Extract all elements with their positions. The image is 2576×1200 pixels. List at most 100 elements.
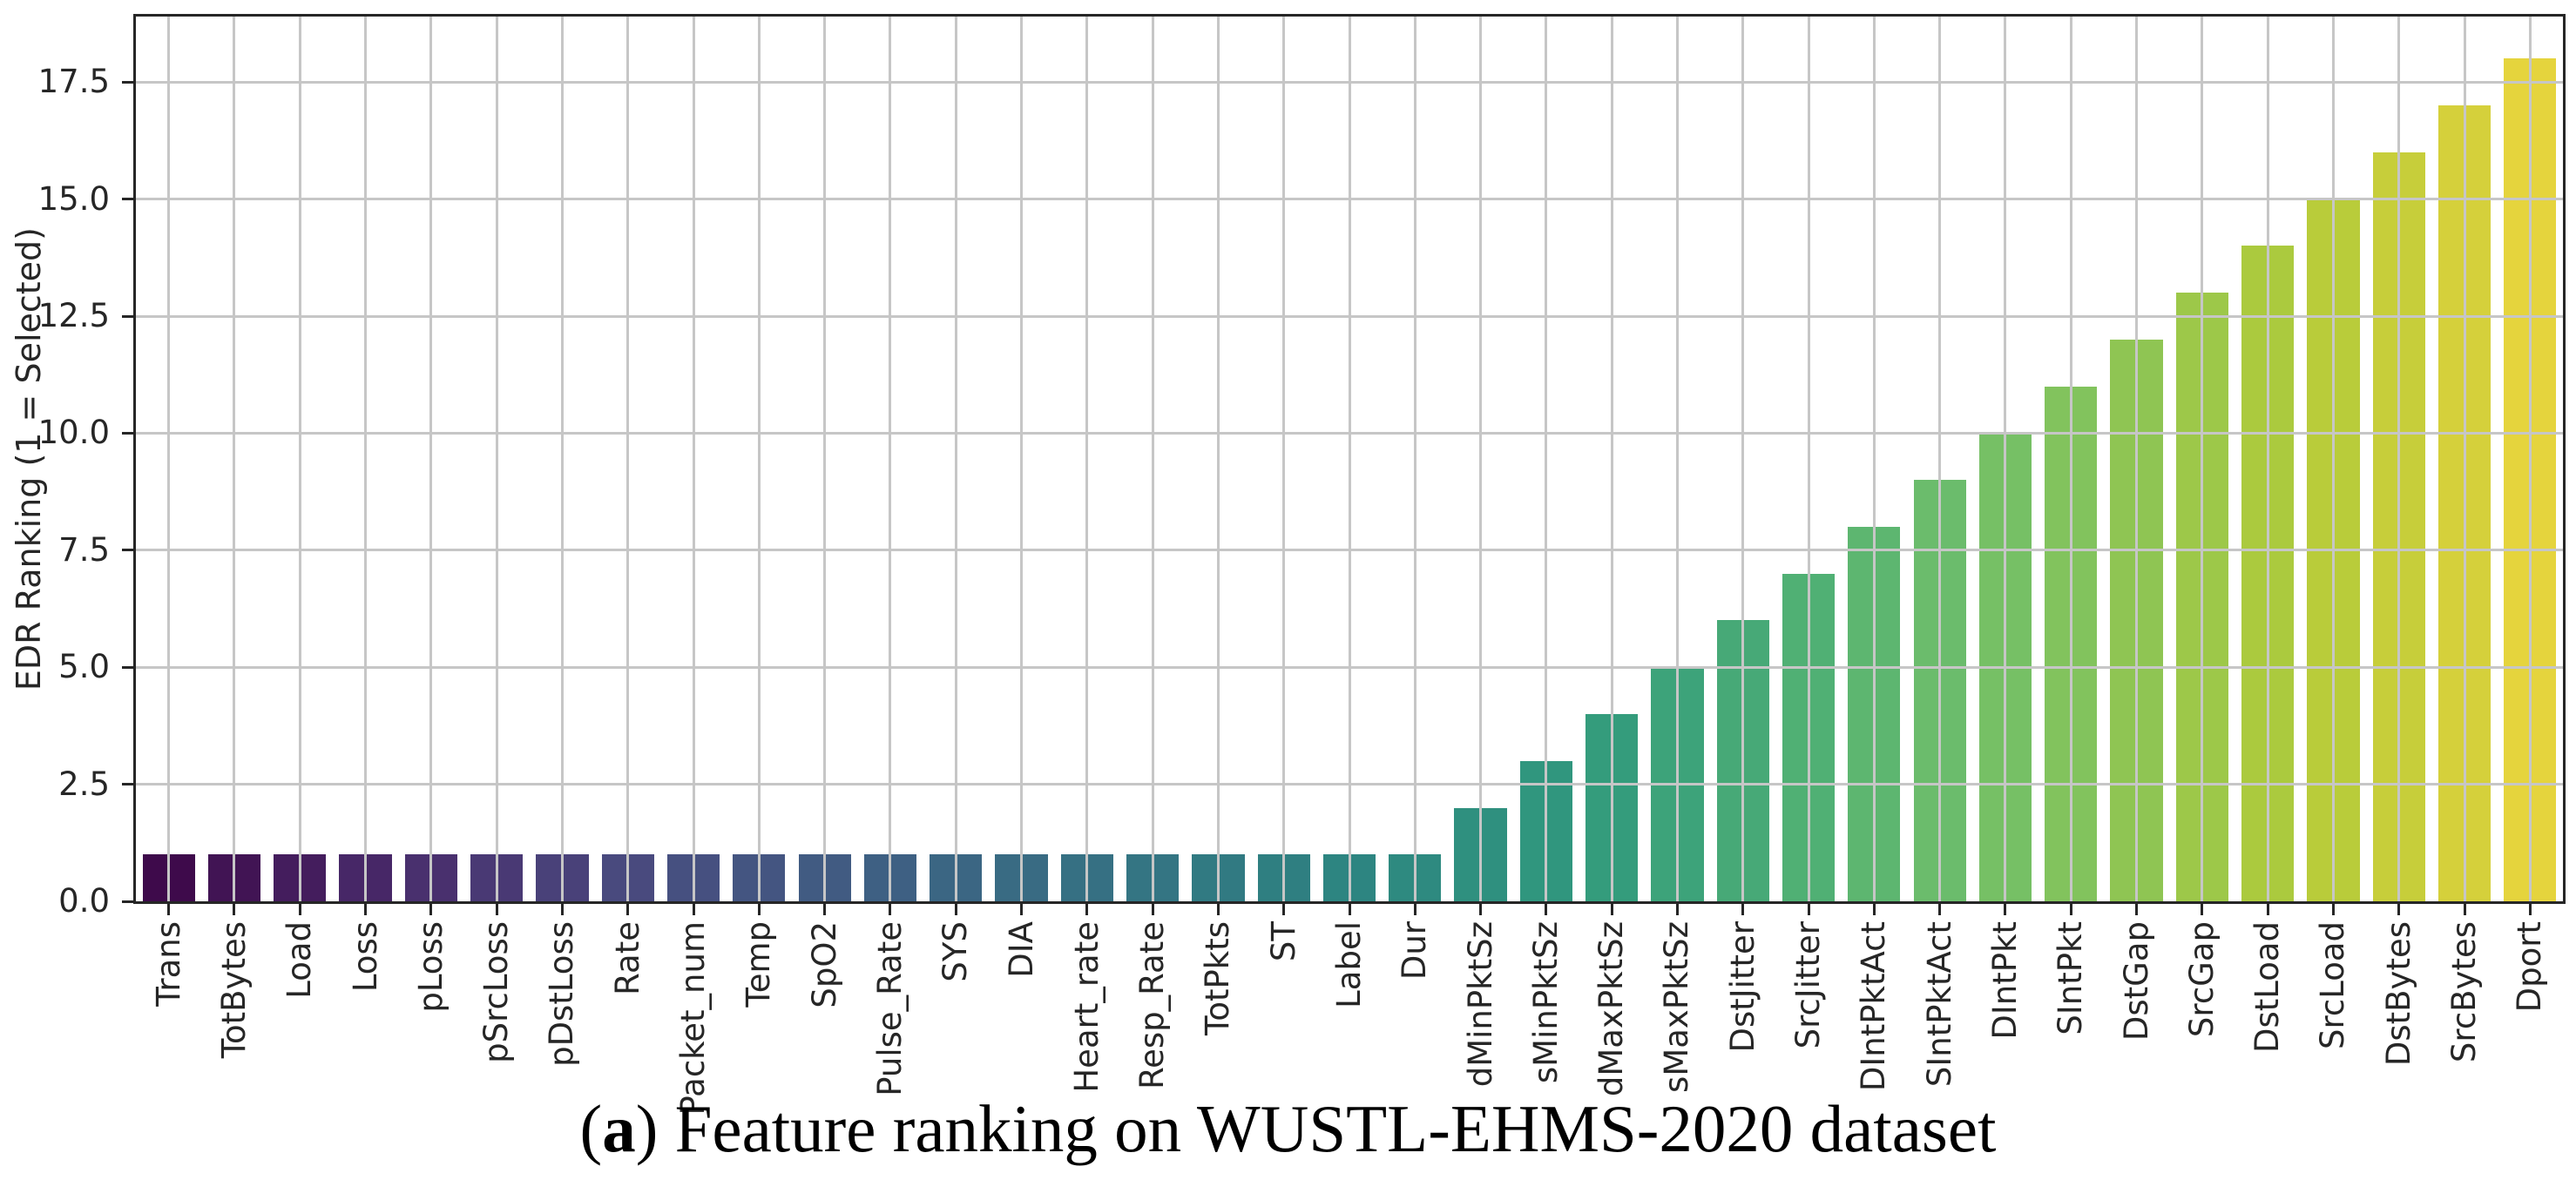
gridline-v bbox=[692, 17, 695, 901]
x-tick-label: Dport bbox=[2511, 921, 2549, 1013]
gridline-v bbox=[495, 17, 498, 901]
x-tick-label: Rate bbox=[608, 921, 646, 995]
x-tick-mark bbox=[2397, 904, 2401, 915]
x-tick-label: Pulse_Rate bbox=[870, 921, 909, 1096]
x-tick-label: Trans bbox=[149, 921, 187, 1007]
x-tick-mark bbox=[823, 904, 827, 915]
y-tick-mark bbox=[122, 900, 133, 903]
y-tick-mark bbox=[122, 783, 133, 786]
x-tick-label: Resp_Rate bbox=[1133, 921, 1172, 1089]
gridline-v bbox=[2069, 17, 2072, 901]
x-tick-mark bbox=[1545, 904, 1548, 915]
gridline-h bbox=[136, 431, 2563, 435]
x-tick-label: Temp bbox=[740, 921, 778, 1008]
x-tick-label: DIA bbox=[1002, 921, 1040, 978]
x-tick-label: dMinPktSz bbox=[1461, 921, 1499, 1088]
gridline-v bbox=[889, 17, 892, 901]
x-tick-mark bbox=[1216, 904, 1220, 915]
gridline-v bbox=[1413, 17, 1416, 901]
gridline-v bbox=[2135, 17, 2139, 901]
x-tick-label: pDstLoss bbox=[543, 921, 581, 1067]
caption-paren-open: ( bbox=[579, 1091, 603, 1166]
gridline-v bbox=[2331, 17, 2335, 901]
gridline-v bbox=[1741, 17, 1745, 901]
y-tick-mark bbox=[122, 431, 133, 435]
x-tick-label: SrcBytes bbox=[2445, 921, 2484, 1063]
y-tick-label: 7.5 bbox=[58, 530, 110, 569]
x-tick-mark bbox=[1675, 904, 1679, 915]
x-tick-mark bbox=[692, 904, 695, 915]
x-tick-mark bbox=[2266, 904, 2269, 915]
x-tick-label: TotPkts bbox=[1199, 921, 1237, 1035]
gridline-v bbox=[1151, 17, 1154, 901]
gridline-v bbox=[2528, 17, 2532, 901]
gridline-v bbox=[2397, 17, 2401, 901]
x-tick-label: ST bbox=[1264, 921, 1302, 962]
gridline-v bbox=[167, 17, 171, 901]
gridline-v bbox=[429, 17, 433, 901]
y-tick-mark bbox=[122, 314, 133, 318]
x-tick-mark bbox=[889, 904, 892, 915]
gridline-v bbox=[1348, 17, 1351, 901]
x-tick-label: sMinPktSz bbox=[1526, 921, 1565, 1084]
x-tick-label: DstBytes bbox=[2379, 921, 2417, 1067]
gridline-v bbox=[1872, 17, 1876, 901]
x-tick-mark bbox=[1610, 904, 1613, 915]
gridline-v bbox=[1020, 17, 1023, 901]
x-tick-mark bbox=[233, 904, 236, 915]
x-tick-mark bbox=[1938, 904, 1942, 915]
x-tick-label: pSrcLoss bbox=[477, 921, 516, 1063]
x-tick-label: SpO2 bbox=[805, 921, 843, 1008]
gridline-v bbox=[823, 17, 827, 901]
y-tick-mark bbox=[122, 80, 133, 84]
y-tick-label: 17.5 bbox=[37, 63, 110, 101]
x-tick-mark bbox=[167, 904, 171, 915]
x-tick-label: Loss bbox=[346, 921, 384, 993]
x-tick-label: Heart_rate bbox=[1067, 921, 1105, 1093]
x-tick-label: SIntPkt bbox=[2052, 921, 2090, 1035]
x-tick-mark bbox=[2135, 904, 2139, 915]
gridline-v bbox=[1675, 17, 1679, 901]
gridline-v bbox=[233, 17, 236, 901]
x-tick-label: Dur bbox=[1396, 921, 1434, 981]
gridline-v bbox=[2463, 17, 2466, 901]
gridline-v bbox=[1610, 17, 1613, 901]
gridline-v bbox=[626, 17, 630, 901]
x-tick-label: pLoss bbox=[411, 921, 450, 1013]
x-tick-mark bbox=[298, 904, 301, 915]
gridline-h bbox=[136, 314, 2563, 318]
y-tick-label: 0.0 bbox=[58, 882, 110, 920]
gridline-h bbox=[136, 549, 2563, 552]
x-tick-mark bbox=[1741, 904, 1745, 915]
gridline-v bbox=[757, 17, 761, 901]
gridline-v bbox=[2004, 17, 2007, 901]
gridline-v bbox=[364, 17, 368, 901]
x-tick-label: dMaxPktSz bbox=[1592, 921, 1631, 1097]
plot-area: EDR Ranking (1 = Selected) Trans TotBytes… bbox=[10, 17, 2563, 1116]
x-tick-mark bbox=[626, 904, 630, 915]
x-tick-mark bbox=[2463, 904, 2466, 915]
x-tick-label: TotBytes bbox=[214, 921, 253, 1059]
x-tick-mark bbox=[2201, 904, 2204, 915]
gridline-v bbox=[1807, 17, 1810, 901]
gridline-v bbox=[1282, 17, 1286, 901]
x-tick-label: DstJitter bbox=[1723, 921, 1761, 1053]
gridline-v bbox=[1085, 17, 1089, 901]
x-tick-label: SYS bbox=[936, 921, 975, 982]
x-tick-label: Packet_num bbox=[674, 921, 713, 1116]
figure-caption: (a) Feature ranking on WUSTL-EHMS-2020 d… bbox=[0, 1090, 2576, 1168]
x-tick-label: SIntPktAct bbox=[1920, 921, 1958, 1088]
y-tick-label: 5.0 bbox=[58, 648, 110, 686]
y-tick-mark bbox=[122, 549, 133, 552]
x-tick-label: Label bbox=[1330, 921, 1368, 1008]
gridline-v bbox=[1216, 17, 1220, 901]
gridline-h bbox=[136, 198, 2563, 201]
gridline-v bbox=[2201, 17, 2204, 901]
x-tick-mark bbox=[757, 904, 761, 915]
x-tick-mark bbox=[1348, 904, 1351, 915]
x-tick-mark bbox=[954, 904, 957, 915]
gridline-v bbox=[2266, 17, 2269, 901]
x-tick-label: DIntPktAct bbox=[1855, 921, 1893, 1092]
x-tick-mark bbox=[429, 904, 433, 915]
